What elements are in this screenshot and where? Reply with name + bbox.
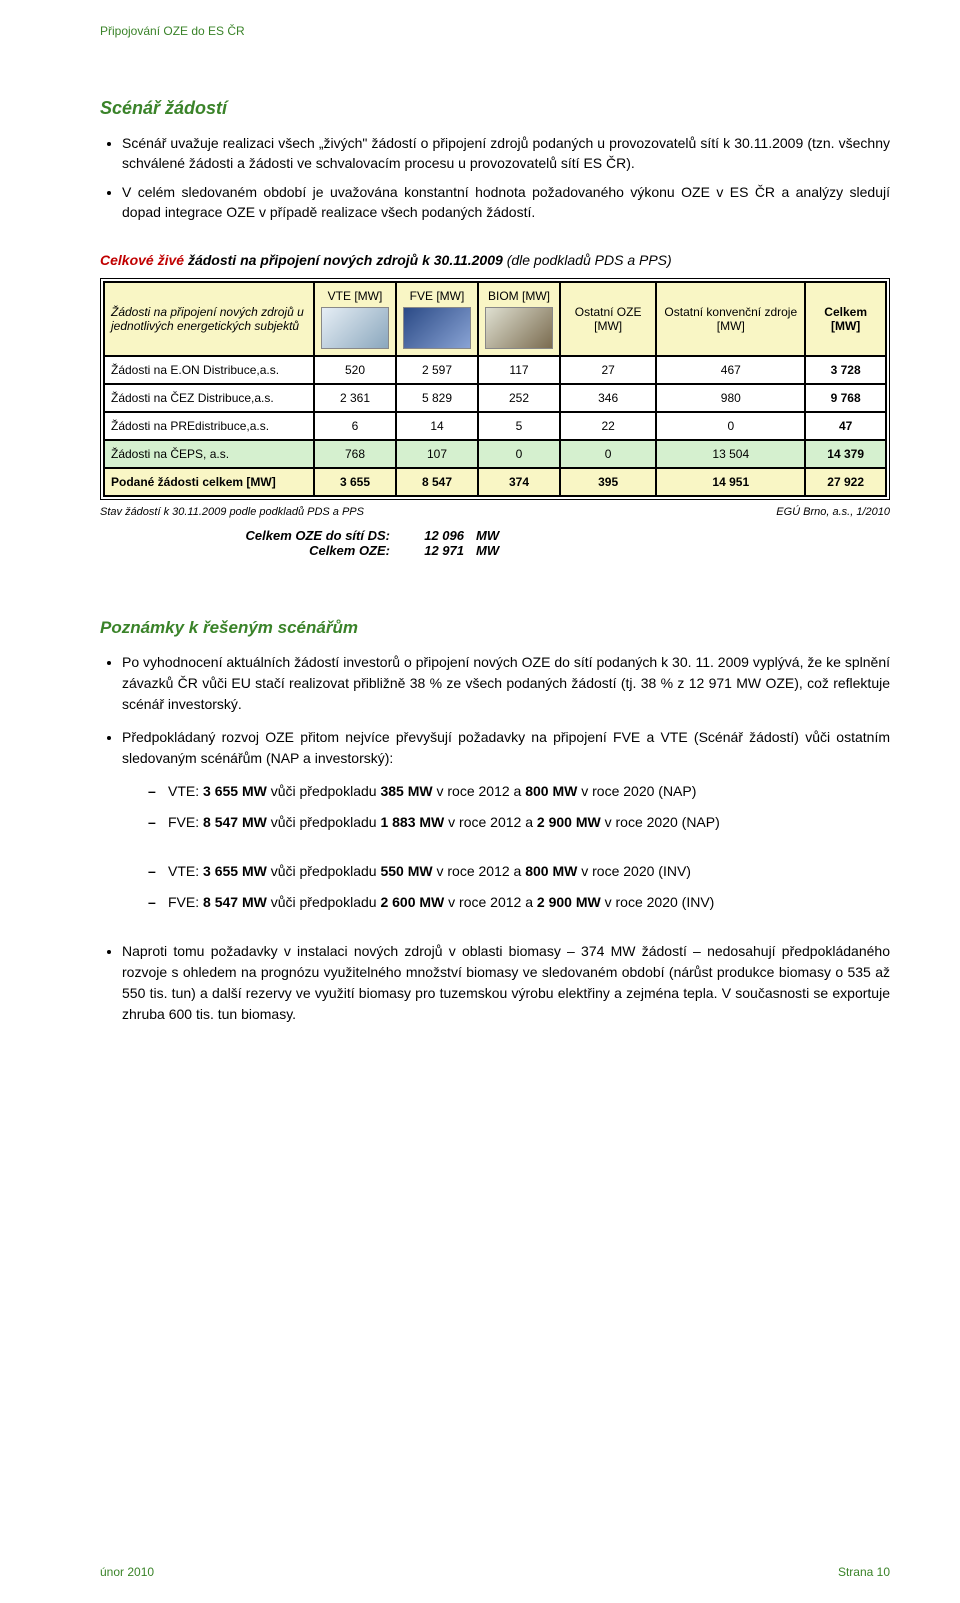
column-thumbnail-icon <box>403 307 471 349</box>
column-thumbnail-icon <box>321 307 389 349</box>
column-thumbnail-icon <box>485 307 553 349</box>
notes-list: Po vyhodnocení aktuálních žádostí invest… <box>100 652 890 1025</box>
table-source-right: EGÚ Brno, a.s., 1/2010 <box>776 506 890 518</box>
table-cell: 14 <box>396 412 478 440</box>
notes-bullet: Naproti tomu požadavky v instalaci novýc… <box>122 941 890 1025</box>
table-header-first: Žádosti na připojení nových zdrojů u jed… <box>104 282 314 356</box>
dash-item: FVE: 8 547 MW vůči předpokladu 1 883 MW … <box>148 812 890 833</box>
table-cell: 14 379 <box>805 440 886 468</box>
table-cell: 14 951 <box>656 468 805 496</box>
dash-list: VTE: 3 655 MW vůči předpokladu 385 MW v … <box>122 781 890 833</box>
table-header-col: Ostatní konvenční zdroje [MW] <box>656 282 805 356</box>
totals-row: Celkem OZE do sítí DS: 12 096 MW <box>190 528 890 543</box>
table-cell: 2 597 <box>396 356 478 384</box>
requests-table: Žádosti na připojení nových zdrojů u jed… <box>100 278 890 500</box>
table-row: Podané žádosti celkem [MW]3 6558 5473743… <box>104 468 886 496</box>
table-cell: 467 <box>656 356 805 384</box>
dash-item: VTE: 3 655 MW vůči předpokladu 385 MW v … <box>148 781 890 802</box>
notes-title: Poznámky k řešeným scénářům <box>100 618 890 638</box>
table-cell: 346 <box>560 384 656 412</box>
totals-label: Celkem OZE do sítí DS: <box>190 528 390 543</box>
dash-item: FVE: 8 547 MW vůči předpokladu 2 600 MW … <box>148 892 890 913</box>
table-cell: 47 <box>805 412 886 440</box>
table-cell: 5 <box>478 412 560 440</box>
table-cell: 374 <box>478 468 560 496</box>
table-cell: 252 <box>478 384 560 412</box>
footer-left: únor 2010 <box>100 1565 154 1579</box>
table-cell: 117 <box>478 356 560 384</box>
table-body: Žádosti na E.ON Distribuce,a.s.5202 5971… <box>104 356 886 496</box>
table-cell: 3 728 <box>805 356 886 384</box>
table-header-col: Celkem [MW] <box>805 282 886 356</box>
table-title-italic: (dle podkladů PDS a PPS) <box>507 252 672 268</box>
table-caption-row: Stav žádostí k 30.11.2009 podle podkladů… <box>100 506 890 518</box>
row-label: Žádosti na ČEZ Distribuce,a.s. <box>104 384 314 412</box>
table-cell: 0 <box>478 440 560 468</box>
page-footer: únor 2010 Strana 10 <box>100 1565 890 1579</box>
footer-right: Strana 10 <box>838 1565 890 1579</box>
table-header-col: VTE [MW] <box>314 282 396 356</box>
table-row: Žádosti na E.ON Distribuce,a.s.5202 5971… <box>104 356 886 384</box>
section-scenario-title: Scénář žádostí <box>100 98 890 119</box>
table-header: Žádosti na připojení nových zdrojů u jed… <box>104 282 886 356</box>
table-cell: 2 361 <box>314 384 396 412</box>
scenario-bullet: Scénář uvažuje realizaci všech „živých" … <box>122 133 890 174</box>
table-row: Žádosti na ČEPS, a.s.7681070013 50414 37… <box>104 440 886 468</box>
table-header-col: BIOM [MW] <box>478 282 560 356</box>
table-cell: 13 504 <box>656 440 805 468</box>
table-header-col: FVE [MW] <box>396 282 478 356</box>
table-cell: 980 <box>656 384 805 412</box>
table-title: Celkové živé žádosti na připojení nových… <box>100 252 890 268</box>
table-source-left: Stav žádostí k 30.11.2009 podle podkladů… <box>100 506 364 518</box>
table-cell: 3 655 <box>314 468 396 496</box>
totals-label: Celkem OZE: <box>190 543 390 558</box>
page-header: Připojování OZE do ES ČR <box>100 24 890 38</box>
row-label: Žádosti na PREdistribuce,a.s. <box>104 412 314 440</box>
table-cell: 768 <box>314 440 396 468</box>
dash-list: VTE: 3 655 MW vůči předpokladu 550 MW v … <box>122 861 890 913</box>
totals-value: 12 971 <box>394 543 464 558</box>
scenario-bullet-list: Scénář uvažuje realizaci všech „živých" … <box>100 133 890 222</box>
table-row: Žádosti na PREdistribuce,a.s.614522047 <box>104 412 886 440</box>
table-cell: 9 768 <box>805 384 886 412</box>
row-label: Žádosti na ČEPS, a.s. <box>104 440 314 468</box>
table-cell: 107 <box>396 440 478 468</box>
totals-value: 12 096 <box>394 528 464 543</box>
row-label: Podané žádosti celkem [MW] <box>104 468 314 496</box>
row-label: Žádosti na E.ON Distribuce,a.s. <box>104 356 314 384</box>
table-cell: 27 922 <box>805 468 886 496</box>
totals-row: Celkem OZE: 12 971 MW <box>190 543 890 558</box>
totals-oze-block: Celkem OZE do sítí DS: 12 096 MW Celkem … <box>190 528 890 558</box>
dash-item: VTE: 3 655 MW vůči předpokladu 550 MW v … <box>148 861 890 882</box>
table-title-bold: žádosti na připojení nových zdrojů k 30.… <box>184 252 507 268</box>
table-cell: 395 <box>560 468 656 496</box>
table-title-red: Celkové živé <box>100 252 184 268</box>
totals-unit: MW <box>468 543 508 558</box>
table-cell: 5 829 <box>396 384 478 412</box>
table-cell: 27 <box>560 356 656 384</box>
scenario-bullet: V celém sledovaném období je uvažována k… <box>122 182 890 223</box>
table-cell: 22 <box>560 412 656 440</box>
table-cell: 8 547 <box>396 468 478 496</box>
table-cell: 0 <box>656 412 805 440</box>
document-page: Připojování OZE do ES ČR Scénář žádostí … <box>0 0 960 1603</box>
table-header-col: Ostatní OZE [MW] <box>560 282 656 356</box>
table-row: Žádosti na ČEZ Distribuce,a.s.2 3615 829… <box>104 384 886 412</box>
table-cell: 6 <box>314 412 396 440</box>
notes-bullet: Předpokládaný rozvoj OZE přitom nejvíce … <box>122 727 890 769</box>
table-cell: 520 <box>314 356 396 384</box>
notes-bullet: Po vyhodnocení aktuálních žádostí invest… <box>122 652 890 715</box>
table-cell: 0 <box>560 440 656 468</box>
totals-unit: MW <box>468 528 508 543</box>
